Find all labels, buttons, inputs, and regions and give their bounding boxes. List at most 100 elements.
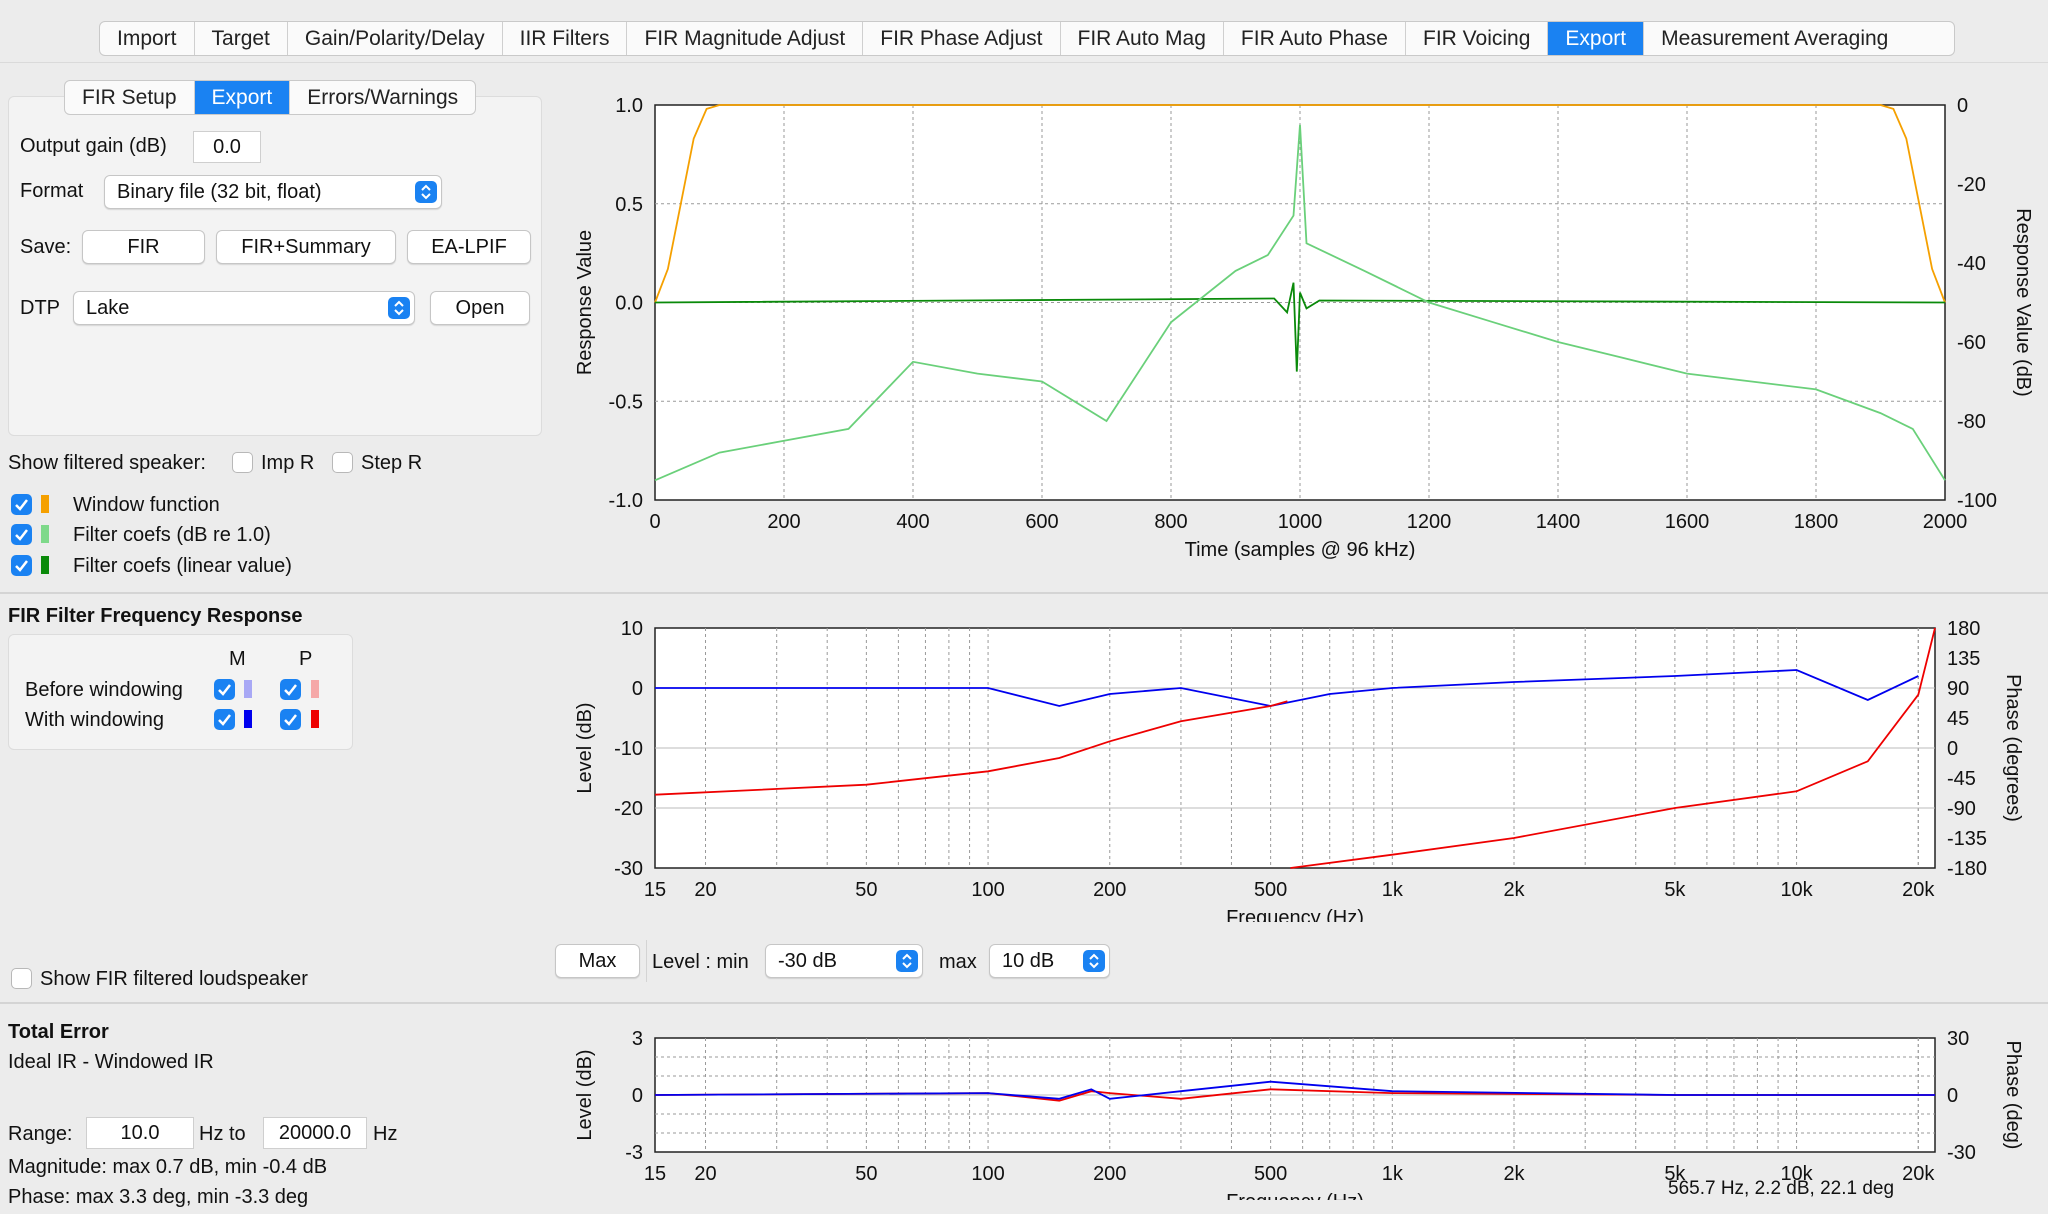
y2-tick-label: 45 xyxy=(1947,708,1969,730)
col-p-label: P xyxy=(299,648,313,670)
export-panel xyxy=(8,96,542,436)
show-fir-loudspeaker-label: Show FIR filtered loudspeaker xyxy=(40,968,308,990)
y2-tick-label: -135 xyxy=(1947,828,1987,850)
tab-target[interactable]: Target xyxy=(195,22,288,55)
x-tick-label: 1000 xyxy=(1278,511,1323,533)
tab-measurement-averaging[interactable]: Measurement Averaging xyxy=(1661,27,1889,50)
before-windowing-p-swatch xyxy=(311,680,319,698)
hz-label: Hz xyxy=(373,1123,398,1145)
tab-fir-auto-mag[interactable]: FIR Auto Mag xyxy=(1061,22,1224,55)
range-to-field[interactable]: 20000.0 xyxy=(263,1117,367,1149)
filter-coefs-db-swatch xyxy=(41,525,49,543)
window-function-checkbox[interactable] xyxy=(11,494,32,515)
y-tick-label: 0.0 xyxy=(615,293,643,315)
subtab-errors-warnings[interactable]: Errors/Warnings xyxy=(307,86,459,109)
filter-coefs-db-checkbox[interactable] xyxy=(11,524,32,545)
dtp-select-value: Lake xyxy=(86,297,130,319)
x-tick-label: 20k xyxy=(1902,879,1935,901)
x-tick-label: 1600 xyxy=(1665,511,1710,533)
hz-to-label: Hz to xyxy=(199,1123,246,1145)
chevron-updown-icon xyxy=(388,297,410,319)
open-button[interactable]: Open xyxy=(430,291,530,325)
with-windowing-p-checkbox[interactable] xyxy=(280,709,301,730)
y2-tick-label: 0 xyxy=(1957,95,1968,117)
x-tick-label: 1k xyxy=(1382,1163,1404,1185)
x-tick-label: 20 xyxy=(694,1163,716,1185)
col-m-label: M xyxy=(229,648,246,670)
y-tick-label: 10 xyxy=(621,618,643,640)
before-windowing-p-checkbox[interactable] xyxy=(280,679,301,700)
cursor-readout: 565.7 Hz, 2.2 dB, 22.1 deg xyxy=(1668,1178,1895,1199)
y2-tick-label: -90 xyxy=(1947,798,1976,820)
subtab-fir-setup[interactable]: FIR Setup xyxy=(65,81,195,114)
main-tab-bar: Import Target Gain/Polarity/Delay IIR Fi… xyxy=(99,21,1955,56)
filter-coefs-linear-swatch xyxy=(41,556,49,574)
y2-tick-label: -40 xyxy=(1957,253,1986,275)
max-button[interactable]: Max xyxy=(555,944,640,978)
x-tick-label: 10k xyxy=(1780,1163,1813,1185)
y-tick-label: 0.5 xyxy=(615,194,643,216)
y2-axis-label: Phase (degrees) xyxy=(2002,674,2024,822)
format-select[interactable]: Binary file (32 bit, float) xyxy=(104,175,442,209)
format-label: Format xyxy=(20,180,84,202)
level-min-select[interactable]: -30 dB xyxy=(765,944,923,978)
series-line-0 xyxy=(654,104,1946,303)
imp-r-checkbox[interactable] xyxy=(232,452,253,473)
x-axis-label: Frequency (Hz) xyxy=(1226,907,1364,922)
tab-export[interactable]: Export xyxy=(1548,22,1645,55)
filter-coefs-linear-label: Filter coefs (linear value) xyxy=(73,555,292,577)
output-gain-field[interactable]: 0.0 xyxy=(193,131,261,163)
x-tick-label: 1400 xyxy=(1536,511,1581,533)
with-windowing-p-swatch xyxy=(311,710,319,728)
before-windowing-m-checkbox[interactable] xyxy=(214,679,235,700)
step-r-checkbox[interactable] xyxy=(332,452,353,473)
x-tick-label: 5k xyxy=(1664,1163,1686,1185)
tab-fir-phase-adjust[interactable]: FIR Phase Adjust xyxy=(863,22,1061,55)
save-fir-button[interactable]: FIR xyxy=(82,230,205,264)
show-fir-loudspeaker-checkbox[interactable] xyxy=(11,968,32,989)
y2-tick-label: -60 xyxy=(1957,332,1986,354)
x-tick-label: 100 xyxy=(971,1163,1004,1185)
format-select-value: Binary file (32 bit, float) xyxy=(117,181,322,203)
x-tick-label: 200 xyxy=(1093,1163,1126,1185)
save-fir-summary-button[interactable]: FIR+Summary xyxy=(216,230,396,264)
tab-fir-voicing[interactable]: FIR Voicing xyxy=(1406,22,1549,55)
y2-tick-label: -30 xyxy=(1947,1142,1976,1164)
show-filtered-speaker-label: Show filtered speaker: xyxy=(8,452,206,474)
tab-fir-magnitude-adjust[interactable]: FIR Magnitude Adjust xyxy=(627,22,864,55)
x-tick-label: 200 xyxy=(767,511,800,533)
series-line-1 xyxy=(654,1080,1935,1100)
y2-tick-label: 0 xyxy=(1947,738,1958,760)
filter-coefs-linear-checkbox[interactable] xyxy=(11,555,32,576)
y-axis-label: Level (dB) xyxy=(574,1049,596,1140)
y-tick-label: 0 xyxy=(632,678,643,700)
x-tick-label: 1800 xyxy=(1794,511,1839,533)
subtab-export[interactable]: Export xyxy=(194,81,291,114)
range-from-field[interactable]: 10.0 xyxy=(86,1117,194,1149)
tab-gain-polarity-delay[interactable]: Gain/Polarity/Delay xyxy=(288,22,503,55)
tab-iir-filters[interactable]: IIR Filters xyxy=(503,22,628,55)
y2-tick-label: 135 xyxy=(1947,648,1980,670)
chart-total-error: 1520501002005001k2k5k10k20k-303-30030Fre… xyxy=(574,1030,2024,1200)
y2-tick-label: 180 xyxy=(1947,618,1980,640)
tab-import[interactable]: Import xyxy=(100,22,195,55)
imp-r-label: Imp R xyxy=(261,452,315,474)
x-tick-label: 5k xyxy=(1664,879,1686,901)
y-tick-label: 1.0 xyxy=(615,95,643,117)
dtp-select[interactable]: Lake xyxy=(73,291,415,325)
series-line-1 xyxy=(654,627,1936,869)
y-tick-label: -0.5 xyxy=(609,391,643,413)
series-line-1 xyxy=(654,282,1946,372)
with-windowing-m-checkbox[interactable] xyxy=(214,709,235,730)
x-tick-label: 100 xyxy=(971,879,1004,901)
level-max-select[interactable]: 10 dB xyxy=(989,944,1110,978)
y2-axis-label: Phase (deg) xyxy=(2002,1041,2024,1150)
section-divider-1 xyxy=(0,592,2048,594)
tab-fir-auto-phase[interactable]: FIR Auto Phase xyxy=(1224,22,1406,55)
save-ea-lpif-button[interactable]: EA-LPIF xyxy=(407,230,531,264)
x-tick-label: 15 xyxy=(644,1163,666,1185)
x-tick-label: 2000 xyxy=(1923,511,1968,533)
window-function-label: Window function xyxy=(73,494,220,516)
step-r-label: Step R xyxy=(361,452,423,474)
y-tick-label: 0 xyxy=(632,1085,643,1107)
